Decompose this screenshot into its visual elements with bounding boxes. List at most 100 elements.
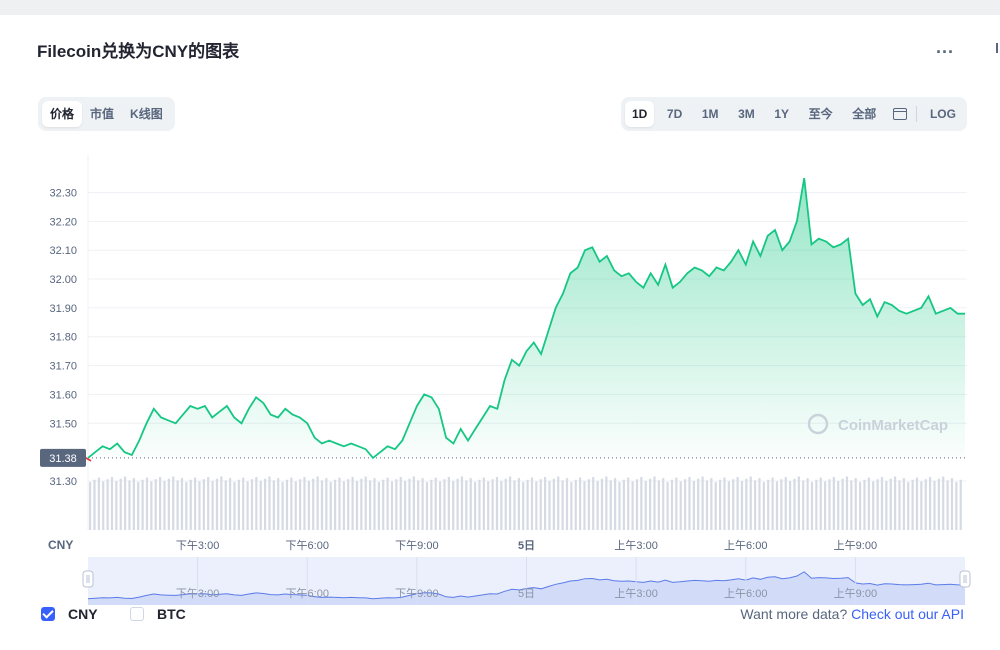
volume-bar <box>172 476 175 530</box>
watermark: CoinMarketCap <box>807 413 948 435</box>
volume-bar <box>627 477 630 530</box>
volume-bar <box>259 480 262 530</box>
volume-bar <box>701 476 704 530</box>
volume-bar <box>640 477 643 530</box>
volume-bar <box>110 477 114 530</box>
volume-bar <box>373 478 376 530</box>
more-options-icon[interactable]: ... <box>936 37 955 57</box>
volume-bar <box>246 481 249 530</box>
volume-bar <box>544 477 547 530</box>
volume-bar <box>845 476 849 530</box>
volume-bar <box>338 477 341 530</box>
range-1y[interactable]: 1Y <box>774 107 790 121</box>
volume-bar <box>745 478 748 530</box>
volume-bar <box>784 477 787 530</box>
tab-candlestick[interactable]: K线图 <box>130 107 163 121</box>
volume-bar <box>705 480 709 530</box>
range-navigator[interactable]: 下午3:00 下午6:00 下午9:00 5日 上午3:00 上午6:00 上午9:00 <box>82 557 971 605</box>
volume-bar <box>93 479 96 530</box>
volume-bar <box>793 478 796 530</box>
x-tick-label: 上午9:00 <box>834 539 877 552</box>
volume-bar <box>255 477 258 530</box>
calendar-icon[interactable] <box>892 108 907 120</box>
volume-bar <box>736 477 739 530</box>
volume-bar <box>762 482 765 530</box>
tab-market-cap[interactable]: 市值 <box>90 107 115 121</box>
volume-bar <box>425 482 429 530</box>
volume-bar <box>137 482 140 530</box>
navigator-handle[interactable] <box>959 570 971 588</box>
volume-bar <box>942 476 945 530</box>
navigator-tick-label: 下午6:00 <box>286 587 329 600</box>
volume-bar <box>128 480 131 530</box>
navigator-tick-label: 上午9:00 <box>834 587 877 600</box>
volume-bar <box>500 480 503 530</box>
y-tick-label: 32.30 <box>49 188 77 200</box>
range-1d[interactable]: 1D <box>625 101 655 127</box>
volume-bar <box>452 480 455 530</box>
volume-bar <box>797 476 800 530</box>
volume-bar <box>754 480 757 530</box>
volume-bar <box>215 478 219 530</box>
volume-bar <box>439 481 442 530</box>
volume-bar <box>89 482 92 530</box>
api-link[interactable]: Check out our API <box>851 606 964 622</box>
volume-bar <box>299 479 302 530</box>
volume-bar <box>334 479 337 530</box>
volume-bar <box>399 477 402 530</box>
range-3m[interactable]: 3M <box>738 107 755 121</box>
y-tick-label: 31.80 <box>49 332 77 344</box>
volume-bar <box>894 476 897 530</box>
chart-title: Filecoin兑换为CNY的图表 <box>37 42 240 61</box>
volume-bar <box>911 479 914 530</box>
volume-bar <box>207 477 210 530</box>
volume-bar <box>141 479 144 530</box>
x-tick-label: 上午3:00 <box>614 539 657 552</box>
volume-bar <box>224 480 227 530</box>
range-all[interactable]: 全部 <box>852 107 877 121</box>
checkbox-btc[interactable]: BTC <box>130 606 186 622</box>
time-range-toggle: 1D 7D 1M 3M 1Y 至今 全部 LOG <box>621 97 967 131</box>
volume-bar <box>749 476 752 530</box>
checkbox-cny[interactable]: CNY <box>41 606 98 622</box>
volume-bar <box>570 482 573 530</box>
range-1m[interactable]: 1M <box>701 107 719 121</box>
volume-bar <box>434 477 437 530</box>
volume-bar <box>557 476 560 530</box>
volume-bar <box>390 481 394 530</box>
volume-bar <box>714 482 717 530</box>
volume-bar <box>902 478 905 530</box>
checkbox-cny-box[interactable] <box>41 607 55 621</box>
volume-bar <box>898 480 901 530</box>
volume-bar <box>316 476 319 530</box>
volume-bar <box>495 477 499 530</box>
volume-bar <box>600 478 604 530</box>
range-ytd[interactable]: 至今 <box>808 107 833 121</box>
checkbox-btc-box[interactable] <box>130 607 144 621</box>
volume-bar <box>194 477 197 530</box>
volume-bar <box>618 482 621 530</box>
volume-bar <box>369 480 372 530</box>
volume-bar <box>758 478 761 530</box>
tab-price[interactable]: 价格 <box>42 101 83 127</box>
volume-bar <box>583 481 586 530</box>
x-axis: 下午3:00 下午6:00 下午9:00 5日 上午3:00 上午6:00 上午9:00 <box>176 539 877 552</box>
volume-bar <box>320 480 324 530</box>
volume-bar <box>272 480 275 530</box>
volume-bar <box>307 480 310 530</box>
volume-bar <box>924 479 927 530</box>
volume-bar <box>959 479 962 530</box>
range-7d[interactable]: 7D <box>666 107 683 121</box>
x-tick-label: 上午6:00 <box>724 539 767 552</box>
navigator-handle[interactable] <box>82 570 94 588</box>
volume-bar <box>106 479 109 530</box>
volume-bar <box>360 478 363 530</box>
volume-bar <box>185 482 188 530</box>
volume-bar <box>723 477 726 530</box>
volume-bar <box>767 479 770 530</box>
volume-bar <box>115 480 118 530</box>
y-tick-label: 32.00 <box>49 274 77 286</box>
volume-bar <box>430 479 433 530</box>
log-scale-toggle[interactable]: LOG <box>929 107 956 121</box>
volume-bar <box>167 478 170 530</box>
